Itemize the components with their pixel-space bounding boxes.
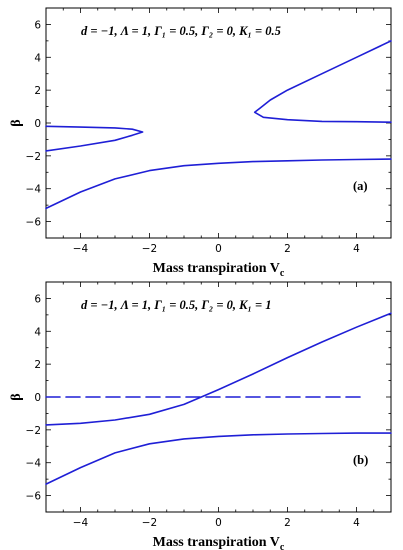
data-curve-1 [45, 125, 144, 152]
y-tick-label: 0 [34, 118, 41, 130]
y-tick-label: 2 [34, 359, 41, 371]
x-tick-label: 2 [284, 243, 291, 255]
data-curve-2 [253, 40, 392, 123]
panel-label: (a) [353, 179, 368, 193]
chart-panel-b: −4 −2 0 2 4 −6 −4 −2 0 2 4 6 d = −1, Λ = 1, Γ₁ = 0.… [9, 281, 392, 550]
x-axis-label-subscript: c [280, 268, 285, 279]
y-tick-label: 6 [34, 293, 41, 305]
x-tick-label: −2 [142, 243, 157, 255]
tick-group: −4 −2 0 2 4 −6 −4 −2 0 2 4 6 [26, 281, 391, 529]
x-tick-label: 4 [353, 517, 360, 529]
y-axis-label: β [9, 393, 24, 400]
data-curve-3 [45, 158, 392, 210]
y-tick-label: 0 [34, 392, 41, 404]
y-tick-label: −6 [26, 217, 42, 229]
y-tick-label: 4 [34, 52, 41, 64]
y-tick-label: −2 [26, 425, 41, 437]
data-curve-2 [45, 312, 392, 426]
x-axis-label: Mass transpiration Vc [153, 261, 285, 279]
x-tick-label: −4 [73, 517, 89, 529]
x-tick-label: 4 [353, 243, 360, 255]
y-tick-label: −2 [26, 151, 41, 163]
data-curve-3 [45, 432, 392, 485]
y-tick-label: 4 [34, 326, 41, 338]
x-tick-label: 0 [215, 517, 222, 529]
plot-frame [45, 7, 392, 239]
x-axis-label: Mass transpiration Vc [153, 535, 285, 550]
x-tick-label: 2 [284, 517, 291, 529]
y-tick-label: −6 [26, 491, 42, 503]
tick-group: −4 −2 0 2 4 −6 −4 −2 0 2 4 6 [26, 7, 391, 255]
y-tick-label: 2 [34, 85, 41, 97]
panel-label: (b) [353, 453, 368, 467]
curve-group [45, 312, 392, 485]
x-tick-label: 0 [215, 243, 222, 255]
parameter-annotation: d = −1, Λ = 1, Γ₁ = 0.5, Γ₂ = 0, K₁ = 0.… [81, 24, 281, 38]
y-tick-label: 6 [34, 19, 41, 31]
y-tick-label: −4 [26, 458, 42, 470]
y-axis-label: β [9, 119, 24, 126]
x-axis-label-subscript: c [280, 542, 285, 550]
curve-group [45, 40, 392, 210]
x-axis-label-main: Mass transpiration V [153, 535, 280, 550]
parameter-annotation: d = −1, Λ = 1, Γ₁ = 0.5, Γ₂ = 0, K₁ = 1 [81, 298, 271, 312]
chart-panel-a: −4 −2 0 2 4 −6 −4 −2 0 2 4 6 d = −1, Λ = 1, Γ₁ = 0.… [9, 7, 392, 279]
x-tick-label: −4 [73, 243, 89, 255]
x-tick-label: −2 [142, 517, 157, 529]
x-axis-label-main: Mass transpiration V [153, 261, 280, 276]
y-tick-label: −4 [26, 184, 42, 196]
